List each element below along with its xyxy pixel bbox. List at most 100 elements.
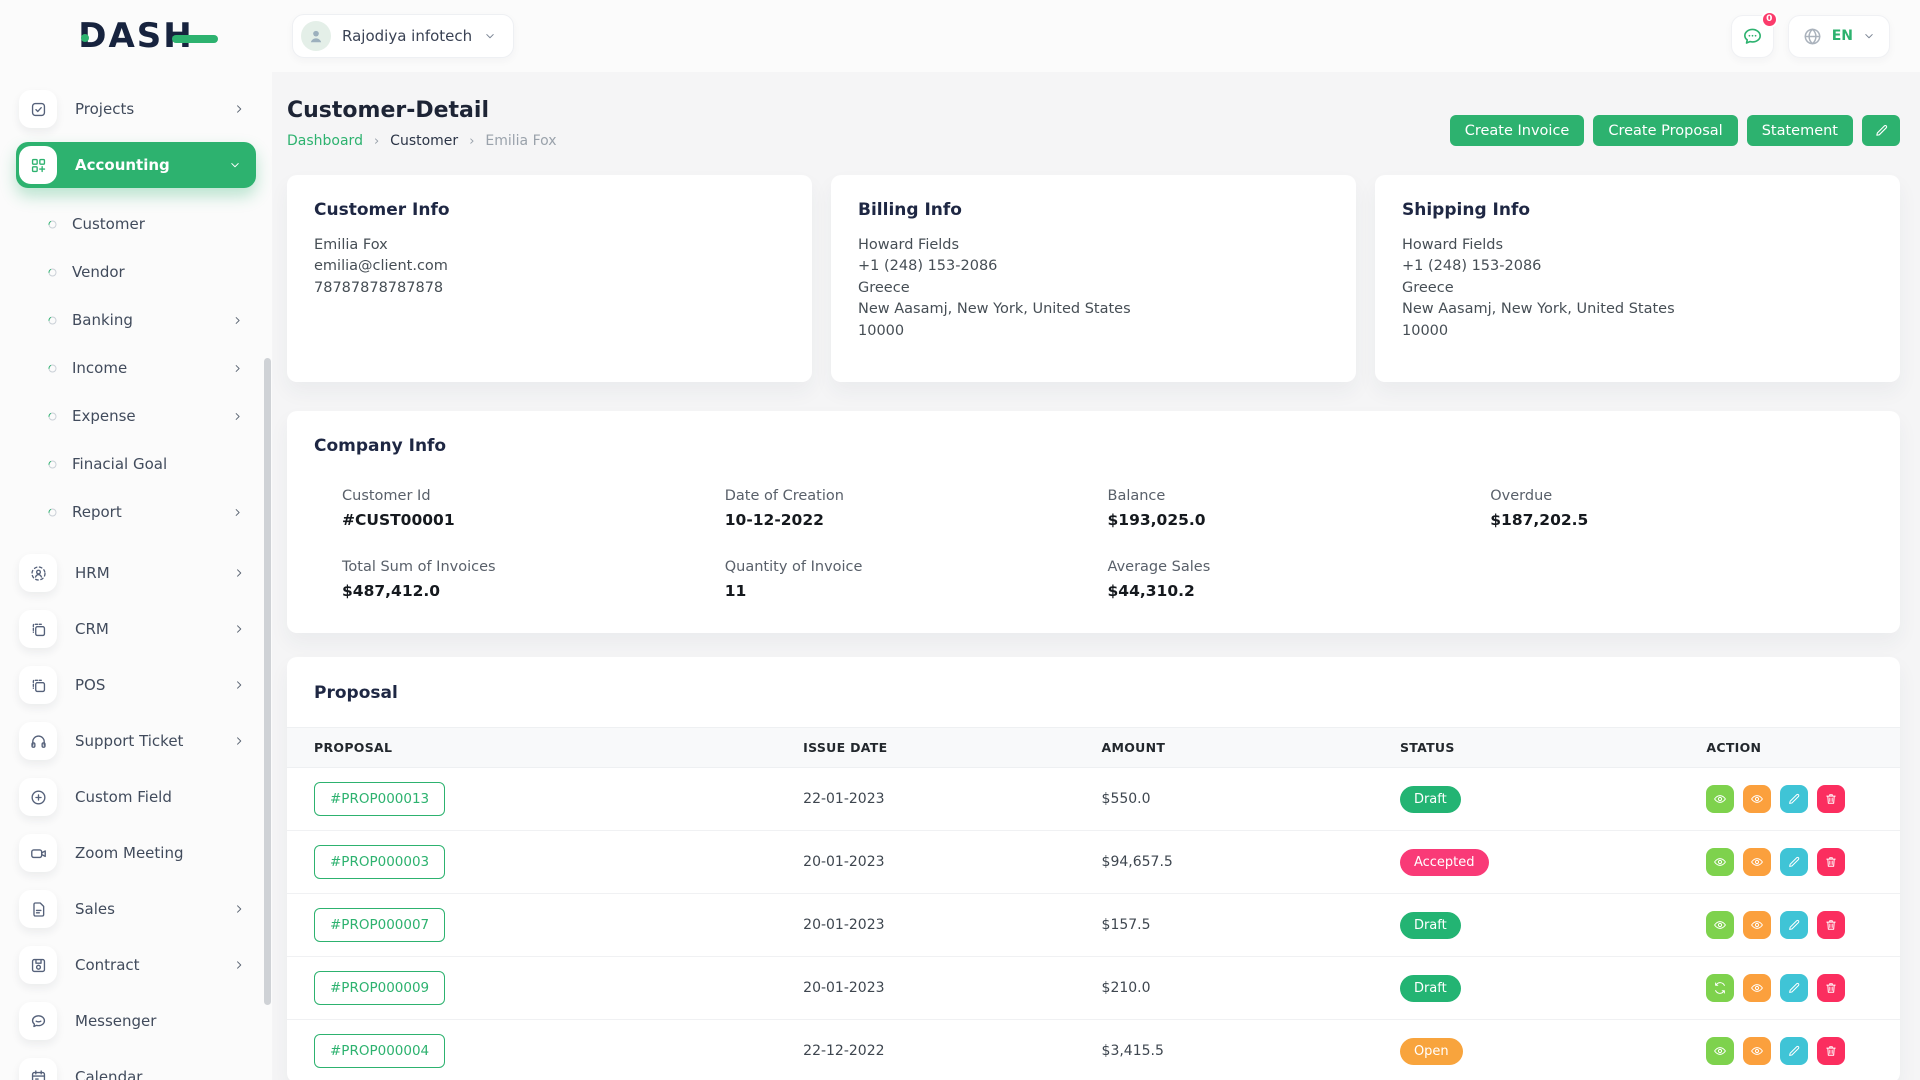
proposal-link[interactable]: #PROP000013 bbox=[314, 782, 446, 816]
chevron-right-icon bbox=[232, 566, 246, 580]
sidebar-item-support-ticket[interactable]: Support Ticket bbox=[16, 718, 256, 764]
messages-button[interactable]: 0 bbox=[1730, 10, 1778, 58]
person-icon bbox=[310, 30, 322, 43]
sidebar-item-hrm[interactable]: HRM bbox=[16, 550, 256, 596]
preview-button[interactable] bbox=[1743, 974, 1772, 1002]
proposal-link[interactable]: #PROP000003 bbox=[314, 845, 446, 879]
preview-button[interactable] bbox=[1743, 1037, 1772, 1065]
eye-icon bbox=[1714, 1047, 1727, 1055]
chevron-down-icon bbox=[1865, 34, 1873, 39]
edit-button[interactable] bbox=[1780, 911, 1809, 939]
convert-button[interactable] bbox=[1706, 974, 1735, 1002]
create-invoice-button[interactable]: Create Invoice bbox=[1449, 115, 1585, 146]
view-button[interactable] bbox=[1706, 911, 1735, 939]
edit-button[interactable] bbox=[1780, 848, 1809, 876]
sidebar-item-zoom-meeting[interactable]: Zoom Meeting bbox=[16, 830, 256, 876]
card-line: 78787878787878 bbox=[314, 279, 444, 296]
stat-total-sum-of-invoices: Total Sum of Invoices $487,412.0 bbox=[342, 559, 725, 600]
dash-logo[interactable]: DASH bbox=[78, 19, 218, 53]
proposal-link[interactable]: #PROP000004 bbox=[314, 1034, 446, 1068]
proposal-table-head-row: PROPOSAL ISSUE DATE AMOUNT STATUS ACTION bbox=[287, 727, 1900, 768]
view-button[interactable] bbox=[1706, 848, 1735, 876]
issue-date: 20-01-2023 bbox=[803, 917, 885, 933]
edit-customer-button[interactable] bbox=[1862, 115, 1900, 146]
pencil-icon bbox=[1875, 125, 1887, 136]
sidebar-subitem-report[interactable]: Report bbox=[16, 492, 256, 532]
preview-button[interactable] bbox=[1743, 785, 1772, 813]
eye-icon bbox=[1714, 795, 1727, 803]
overlap-squares-icon bbox=[32, 679, 45, 692]
language-code: EN bbox=[1831, 28, 1853, 44]
sidebar-item-pos[interactable]: POS bbox=[16, 662, 256, 708]
delete-button[interactable] bbox=[1817, 785, 1846, 813]
proposal-link[interactable]: #PROP000007 bbox=[314, 908, 446, 942]
logo-area: DASH bbox=[0, 19, 272, 53]
amount: $550.0 bbox=[1101, 791, 1151, 807]
pencil-icon bbox=[1789, 1045, 1800, 1056]
edit-button[interactable] bbox=[1780, 974, 1809, 1002]
sidebar-item-label: Contract bbox=[75, 956, 140, 974]
view-button[interactable] bbox=[1706, 1037, 1735, 1065]
floppy-icon bbox=[31, 958, 45, 972]
chevron-right-icon bbox=[237, 961, 242, 969]
stat-balance: Balance $193,025.0 bbox=[1108, 488, 1491, 529]
donut-icon bbox=[46, 410, 59, 423]
issue-date: 20-01-2023 bbox=[803, 980, 885, 996]
chevron-down-icon bbox=[231, 163, 239, 168]
sidebar-subitem-customer[interactable]: Customer bbox=[16, 204, 256, 244]
edit-button[interactable] bbox=[1780, 785, 1809, 813]
notification-badge: 0 bbox=[1760, 10, 1778, 28]
amount: $94,657.5 bbox=[1101, 854, 1173, 870]
chevron-right-icon bbox=[232, 678, 246, 692]
breadcrumb-dashboard[interactable]: Dashboard bbox=[287, 133, 363, 149]
sidebar-scrollbar[interactable] bbox=[264, 358, 271, 1005]
create-proposal-button[interactable]: Create Proposal bbox=[1593, 115, 1738, 146]
logo-dash bbox=[171, 35, 218, 43]
preview-button[interactable] bbox=[1743, 911, 1772, 939]
sidebar-subitem-income[interactable]: Income bbox=[16, 348, 256, 388]
checkbox-icon bbox=[31, 102, 45, 116]
sidebar-item-projects[interactable]: Projects bbox=[16, 86, 256, 132]
company-selector[interactable]: Rajodiya infotech bbox=[292, 14, 515, 58]
sidebar-subitem-banking[interactable]: Banking bbox=[16, 300, 256, 340]
sidebar-subitem-expense[interactable]: Expense bbox=[16, 396, 256, 436]
sidebar-item-contract[interactable]: Contract bbox=[16, 942, 256, 988]
sidebar-item-custom-field[interactable]: Custom Field bbox=[16, 774, 256, 820]
eye-icon bbox=[1751, 1047, 1764, 1055]
row-actions bbox=[1706, 785, 1892, 813]
sidebar-item-calendar[interactable]: Calendar bbox=[16, 1054, 256, 1080]
breadcrumb-customer[interactable]: Customer bbox=[390, 133, 459, 149]
statement-button[interactable]: Statement bbox=[1746, 115, 1853, 146]
donut-icon bbox=[48, 316, 57, 324]
sidebar-subitem-vendor[interactable]: Vendor bbox=[16, 252, 256, 292]
info-cards-row: Customer Info Emilia Fox emilia@client.com… bbox=[287, 175, 1900, 382]
sidebar-item-accounting[interactable]: Accounting bbox=[16, 142, 256, 188]
delete-button[interactable] bbox=[1817, 974, 1846, 1002]
card-line: +1 (248) 153-2086 bbox=[858, 258, 998, 275]
delete-button[interactable] bbox=[1817, 1037, 1846, 1065]
sidebar-item-crm[interactable]: CRM bbox=[16, 606, 256, 652]
card-line: 10000 bbox=[1402, 322, 1449, 339]
language-selector[interactable]: EN bbox=[1787, 14, 1890, 58]
card-line: Howard Fields bbox=[858, 237, 960, 253]
preview-button[interactable] bbox=[1743, 848, 1772, 876]
sidebar-item-label: POS bbox=[75, 676, 106, 694]
eye-icon bbox=[1751, 858, 1764, 866]
edit-button[interactable] bbox=[1780, 1037, 1809, 1065]
overlap-squares-icon-box bbox=[19, 610, 57, 648]
proposal-link[interactable]: #PROP000009 bbox=[314, 971, 446, 1005]
trash-icon bbox=[1826, 794, 1837, 804]
sidebar-subitem-finacial-goal[interactable]: Finacial Goal bbox=[16, 444, 256, 484]
proposal-row: #PROP000003 20-01-2023 $94,657.5 Accepted bbox=[287, 830, 1900, 894]
stat-label: Total Sum of Invoices bbox=[342, 559, 496, 575]
chevron-down-icon bbox=[1862, 29, 1876, 43]
video-camera-icon-box bbox=[19, 834, 57, 872]
sidebar-item-messenger[interactable]: Messenger bbox=[16, 998, 256, 1044]
delete-button[interactable] bbox=[1817, 911, 1846, 939]
view-button[interactable] bbox=[1706, 785, 1735, 813]
sidebar-item-sales[interactable]: Sales bbox=[16, 886, 256, 932]
sidebar-item-label: HRM bbox=[75, 564, 110, 582]
issue-date: 22-01-2023 bbox=[803, 791, 885, 807]
delete-button[interactable] bbox=[1817, 848, 1846, 876]
column-header-amount: AMOUNT bbox=[1101, 740, 1166, 755]
